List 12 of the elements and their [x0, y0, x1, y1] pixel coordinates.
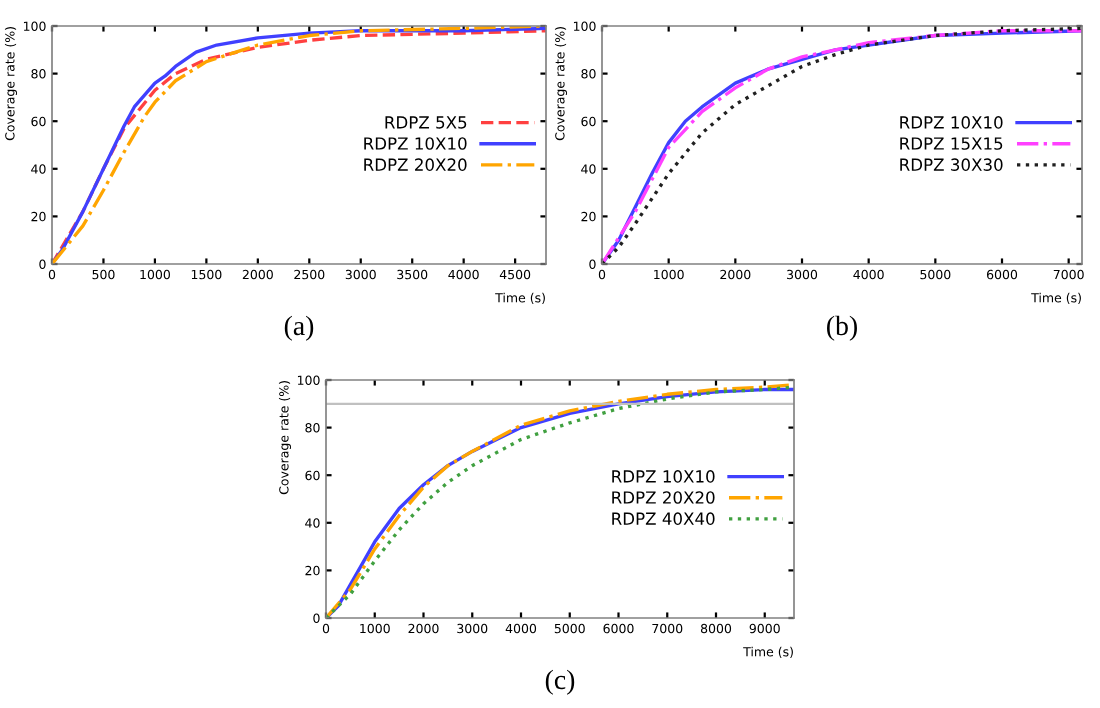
text: (c) — [545, 669, 575, 695]
legend-label: RDPZ 10X10 — [612, 470, 715, 483]
text: (b) — [827, 315, 857, 341]
legend-label: RDPZ 20X20 — [364, 158, 467, 171]
legend-label: RDPZ 40X40 — [612, 512, 715, 525]
legend-label: RDPZ 5X5 — [385, 116, 467, 129]
legend-label: RDPZ 30X30 — [900, 158, 1003, 171]
text: (a) — [284, 315, 314, 341]
legend-label: RDPZ 15X15 — [900, 137, 1003, 150]
legend-label: RDPZ 20X20 — [612, 491, 715, 504]
legend-label: RDPZ 10X10 — [364, 137, 467, 150]
legend-label: RDPZ 10X10 — [900, 116, 1003, 129]
